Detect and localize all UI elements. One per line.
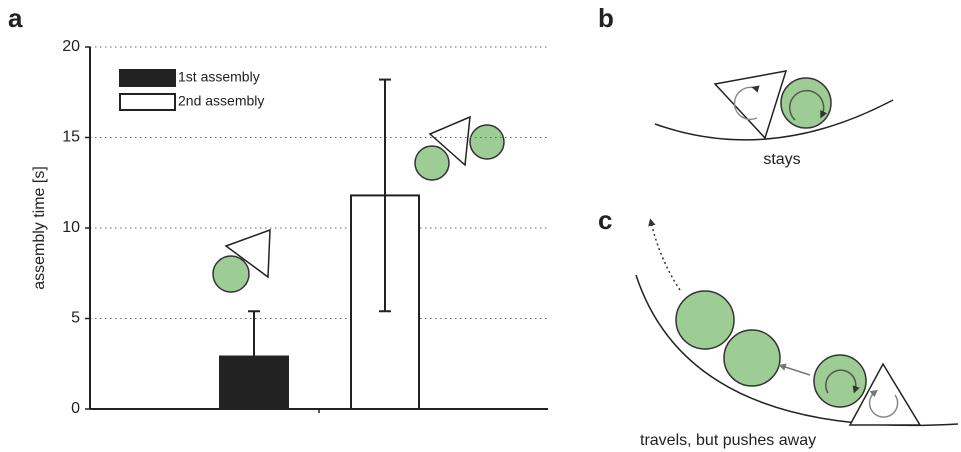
diagram-b (654, 70, 894, 141)
panel-label: b (598, 3, 614, 33)
icon (212, 115, 505, 293)
panel-label: c (598, 205, 612, 235)
caption: travels, but pushes away (640, 432, 816, 449)
legend-swatch (119, 93, 176, 111)
y-tick-label: 5 (71, 310, 80, 327)
y-tick-label: 10 (62, 219, 80, 236)
panel-label: a (8, 3, 23, 33)
diagram-c (635, 218, 959, 427)
error-bar (379, 78, 391, 313)
y-tick-label: 15 (62, 129, 80, 146)
error-bar (248, 310, 260, 403)
y-axis-label: assembly time [s] (31, 166, 48, 290)
legend-label: 1st assembly (178, 69, 260, 85)
y-tick-label: 20 (62, 38, 80, 55)
y-tick-label: 0 (71, 400, 80, 417)
legend-label: 2nd assembly (178, 93, 264, 109)
legend-swatch (119, 69, 176, 87)
caption: stays (763, 151, 800, 168)
